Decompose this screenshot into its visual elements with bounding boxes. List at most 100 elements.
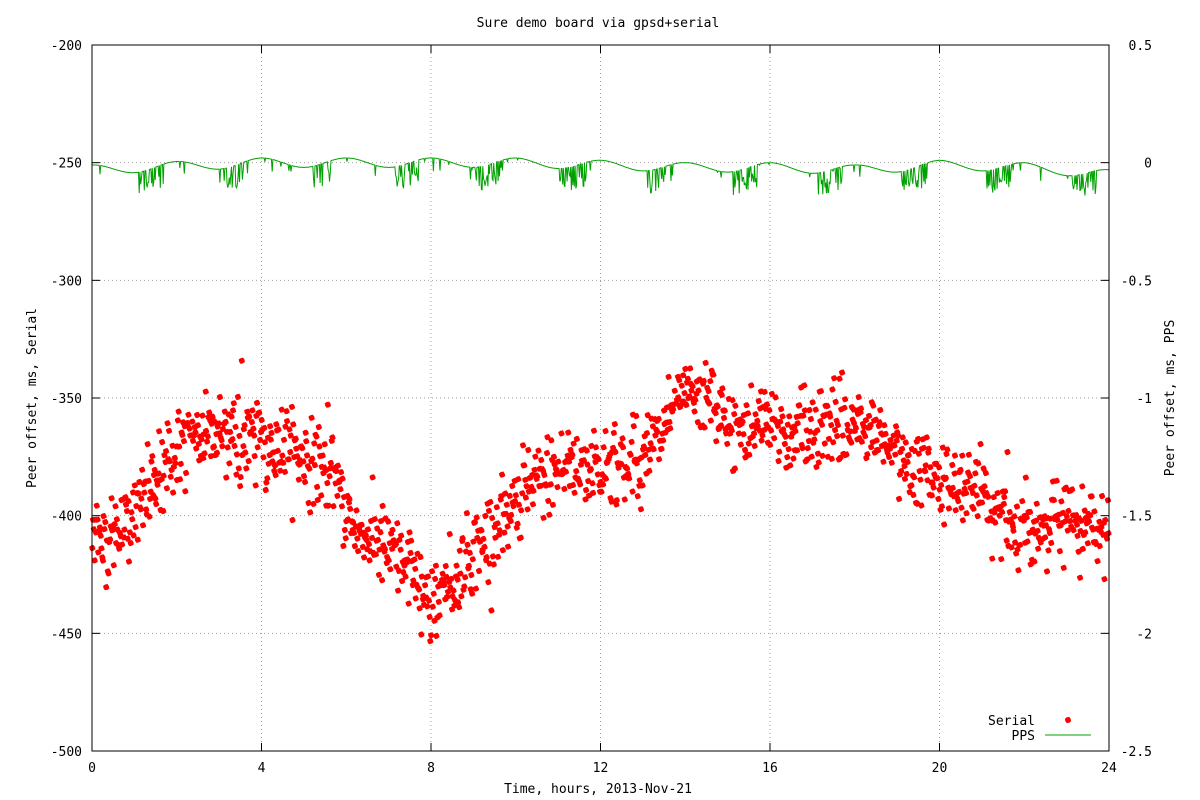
serial-point — [819, 452, 826, 459]
serial-point — [642, 451, 649, 459]
serial-point — [1060, 564, 1067, 571]
serial-point — [375, 571, 383, 578]
serial-point — [227, 428, 234, 436]
serial-point — [911, 474, 918, 481]
serial-point — [808, 453, 815, 460]
serial-point — [732, 402, 739, 409]
serial-point — [1024, 538, 1031, 545]
serial-point — [106, 536, 114, 543]
serial-point — [267, 436, 274, 443]
serial-point — [665, 373, 672, 380]
serial-point — [369, 474, 376, 481]
serial-point — [543, 449, 551, 457]
serial-point — [806, 406, 813, 414]
serial-point — [1045, 547, 1052, 554]
serial-point — [675, 394, 682, 401]
serial-point — [1013, 503, 1021, 510]
serial-point — [152, 495, 159, 502]
serial-point — [745, 440, 752, 447]
serial-point — [511, 498, 519, 505]
serial-point — [915, 435, 922, 443]
serial-point — [827, 413, 834, 420]
serial-point — [102, 519, 109, 526]
serial-point — [101, 526, 108, 533]
serial-point — [400, 569, 407, 576]
serial-point — [417, 553, 424, 561]
serial-point — [548, 437, 555, 444]
serial-point — [720, 414, 728, 422]
serial-point — [841, 396, 849, 403]
serial-point — [728, 427, 735, 434]
serial-point — [309, 455, 316, 462]
serial-point — [482, 512, 489, 520]
serial-point — [667, 425, 674, 432]
serial-series — [89, 357, 1112, 645]
serial-point — [231, 442, 238, 450]
serial-point — [714, 403, 721, 410]
serial-point — [882, 430, 889, 437]
serial-point — [261, 439, 268, 446]
serial-point — [251, 452, 258, 460]
serial-point — [647, 440, 654, 447]
serial-point — [273, 421, 280, 428]
serial-point — [515, 476, 522, 483]
serial-point — [324, 401, 331, 408]
serial-point — [515, 501, 523, 508]
serial-point — [562, 468, 570, 475]
serial-point — [1062, 518, 1069, 525]
serial-point — [719, 385, 726, 392]
serial-point — [151, 466, 158, 474]
serial-point — [307, 509, 314, 516]
serial-point — [1096, 543, 1103, 550]
x-tick-label: 24 — [1101, 761, 1117, 776]
serial-point — [920, 444, 927, 451]
serial-point — [776, 448, 783, 455]
serial-point — [244, 408, 251, 415]
serial-point — [410, 577, 417, 584]
serial-point — [125, 498, 132, 505]
serial-point — [436, 612, 443, 619]
x-tick-label: 8 — [427, 761, 435, 776]
serial-point — [130, 532, 137, 539]
serial-point — [412, 565, 419, 572]
serial-point — [646, 467, 653, 475]
serial-point — [97, 532, 104, 539]
serial-point — [517, 534, 524, 541]
serial-point — [633, 412, 640, 420]
serial-point — [784, 454, 791, 461]
serial-point — [426, 613, 433, 621]
serial-point — [518, 507, 525, 514]
serial-point — [1065, 507, 1072, 515]
serial-point — [472, 585, 480, 592]
serial-point — [406, 529, 413, 536]
serial-point — [260, 454, 267, 461]
serial-point — [279, 452, 286, 459]
serial-point — [290, 421, 297, 428]
serial-point — [340, 542, 347, 550]
serial-point — [139, 466, 146, 473]
serial-point — [1033, 500, 1040, 507]
serial-point — [891, 442, 898, 449]
serial-point — [700, 377, 707, 384]
serial-point — [694, 419, 701, 426]
serial-point — [93, 502, 100, 509]
serial-point — [398, 577, 406, 585]
serial-point — [613, 497, 620, 504]
serial-point — [134, 536, 141, 543]
serial-point — [105, 570, 112, 577]
serial-point — [841, 404, 848, 411]
serial-point — [852, 424, 859, 431]
serial-point — [189, 418, 196, 425]
serial-point — [418, 631, 425, 638]
serial-point — [385, 557, 392, 564]
serial-point — [643, 430, 651, 437]
serial-point — [278, 406, 285, 413]
serial-point — [470, 538, 477, 545]
serial-point — [540, 514, 547, 521]
serial-point — [804, 456, 811, 463]
serial-point — [628, 438, 635, 445]
serial-point — [398, 532, 405, 539]
serial-point — [91, 557, 98, 564]
x-tick-label: 16 — [762, 761, 778, 776]
serial-point — [729, 397, 736, 404]
